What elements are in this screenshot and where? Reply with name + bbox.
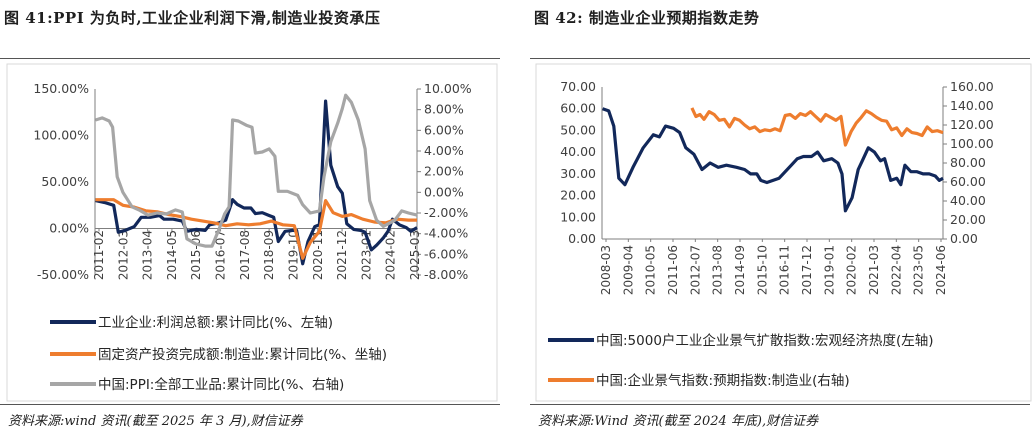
left-axis-tick-label: 0.00 <box>568 231 596 246</box>
left-axis-tick-label: 150.00% <box>33 81 89 96</box>
x-axis-tick-label: 2014-05 <box>165 230 179 280</box>
x-axis-tick-label: 2019-10 <box>286 230 300 280</box>
x-axis-tick-label: 2022-04 <box>889 245 903 295</box>
legend-label: 中国:企业景气指数:预期指数:制造业(右轴) <box>596 372 850 389</box>
x-axis-tick-label: 2011-02 <box>92 230 106 280</box>
figure-42: 图 42: 制造业企业预期指数走势 70.00 60.00 50.00 40.00 30… <box>530 0 1035 436</box>
figure-42-source: 资料来源:Wind 资讯(截至 2024 年底),财信证券 <box>538 414 819 429</box>
right-axis-tick-label: 120.00 <box>950 117 994 132</box>
x-axis-tick-label: 2008-03 <box>599 245 613 295</box>
left-axis-tick-label: 40.00 <box>560 144 596 159</box>
left-axis-tick-label: 20.00 <box>560 188 596 203</box>
x-axis-tick-label: 2010-05 <box>644 245 658 295</box>
right-axis-tick-label: 160.00 <box>950 79 994 94</box>
series-line-2 <box>95 198 417 260</box>
x-axis-tick-label: 2015-06 <box>189 230 203 280</box>
x-axis-tick-label: 2012-07 <box>688 245 702 295</box>
right-axis-tick-label: -6.00% <box>424 246 468 261</box>
left-axis-tick-label: 100.00% <box>33 128 89 143</box>
x-axis-tick-label: 2018-09 <box>262 230 276 280</box>
right-axis-tick-label: -4.00% <box>424 226 468 241</box>
left-axis-tick-label: 70.00 <box>560 79 596 94</box>
x-axis-tick-label: 2024-06 <box>934 245 948 295</box>
legend-label: 中国:PPI:全部工业品:累计同比(%、右轴) <box>98 376 344 393</box>
left-axis-tick-label: 50.00 <box>560 122 596 137</box>
x-axis-tick-label: 2017-08 <box>238 230 252 280</box>
legend-label: 工业企业:利润总额:累计同比(%、左轴) <box>98 314 333 331</box>
right-axis-tick-label: 10.00% <box>424 81 472 96</box>
left-axis-tick-label: -50.00% <box>37 267 89 282</box>
top-rule <box>0 58 500 59</box>
x-axis-tick-label: 2017-12 <box>800 245 814 295</box>
right-axis-tick-label: 100.00 <box>950 136 994 151</box>
right-axis-tick-label: 4.00% <box>424 143 464 158</box>
right-axis-tick-label: 140.00 <box>950 98 994 113</box>
x-axis-tick-label: 2021-03 <box>867 245 881 295</box>
right-axis-tick-label: 8.00% <box>424 102 464 117</box>
right-axis-tick-label: 80.00 <box>950 155 986 170</box>
series-line-2 <box>690 107 944 147</box>
x-axis-tick-label: 2020-11 <box>311 230 325 280</box>
right-axis-tick-label: -2.00% <box>424 205 468 220</box>
x-axis-tick-label: 2021-12 <box>335 230 349 280</box>
x-axis-tick-label: 2015-10 <box>755 245 769 295</box>
x-axis-tick-label: 2013-04 <box>141 230 155 280</box>
bottom-rule <box>530 404 1030 405</box>
x-axis-tick-label: 2011-06 <box>666 245 680 295</box>
left-axis-tick-label: 0.00% <box>49 221 89 236</box>
right-axis-tick-label: 0.00 <box>950 231 978 246</box>
x-axis-tick-label: 2009-04 <box>621 245 635 295</box>
right-axis-tick-label: 2.00% <box>424 164 464 179</box>
figure-41-title: 图 41:PPI 为负时,工业企业利润下滑,制造业投资承压 <box>4 9 381 27</box>
left-axis-tick-label: 50.00% <box>41 174 89 189</box>
figure-42-title: 图 42: 制造业企业预期指数走势 <box>534 9 760 27</box>
x-axis-tick-label: 2012-03 <box>116 230 130 280</box>
x-axis-tick-label: 2024-02 <box>384 230 398 280</box>
series-line-1 <box>95 99 418 266</box>
chart-41: 150.00% 100.00% 50.00% 0.00% -50.00% 10.00% 8.… <box>6 63 498 402</box>
left-axis-tick-label: 60.00 <box>560 101 596 116</box>
left-axis-tick-label: 10.00 <box>560 209 596 224</box>
x-axis-tick-label: 2014-09 <box>733 245 747 295</box>
bottom-rule <box>0 404 500 405</box>
right-axis-tick-label: 20.00 <box>950 212 986 227</box>
x-axis-tick-label: 2020-02 <box>845 245 859 295</box>
top-rule <box>530 58 1030 59</box>
chart-frame <box>6 63 498 402</box>
x-axis-tick-label: 2016-11 <box>778 245 792 295</box>
x-axis-tick-label: 2025-03 <box>408 230 422 280</box>
left-axis-tick-label: 30.00 <box>560 166 596 181</box>
right-axis-tick-label: 60.00 <box>950 174 986 189</box>
x-axis-tick-label: 2016-07 <box>214 230 228 280</box>
right-axis-tick-label: 0.00% <box>424 184 464 199</box>
figure-41: 图 41:PPI 为负时,工业企业利润下滑,制造业投资承压 150.00% 100… <box>0 0 505 436</box>
figure-41-source: 资料来源:wind 资讯(截至 2025 年 3 月),财信证券 <box>8 414 303 429</box>
legend-label: 固定资产投资完成额:制造业:累计同比(%、坐轴) <box>98 347 387 363</box>
legend-label: 中国:5000户工业企业景气扩散指数:宏观经济热度(左轴) <box>596 332 934 349</box>
right-axis-tick-label: 40.00 <box>950 193 986 208</box>
x-axis-tick-label: 2013-08 <box>711 245 725 295</box>
x-axis-tick-label: 2023-05 <box>912 245 926 295</box>
x-axis-tick-label: 2019-01 <box>822 245 836 295</box>
series-line-3 <box>95 93 418 248</box>
chart-frame <box>535 63 1032 402</box>
right-axis-tick-label: 6.00% <box>424 122 464 137</box>
chart-42: 70.00 60.00 50.00 40.00 30.00 20.00 10.00 0.00 1… <box>535 63 1032 402</box>
series-line-1 <box>602 107 944 213</box>
right-axis-tick-label: -8.00% <box>424 267 468 282</box>
